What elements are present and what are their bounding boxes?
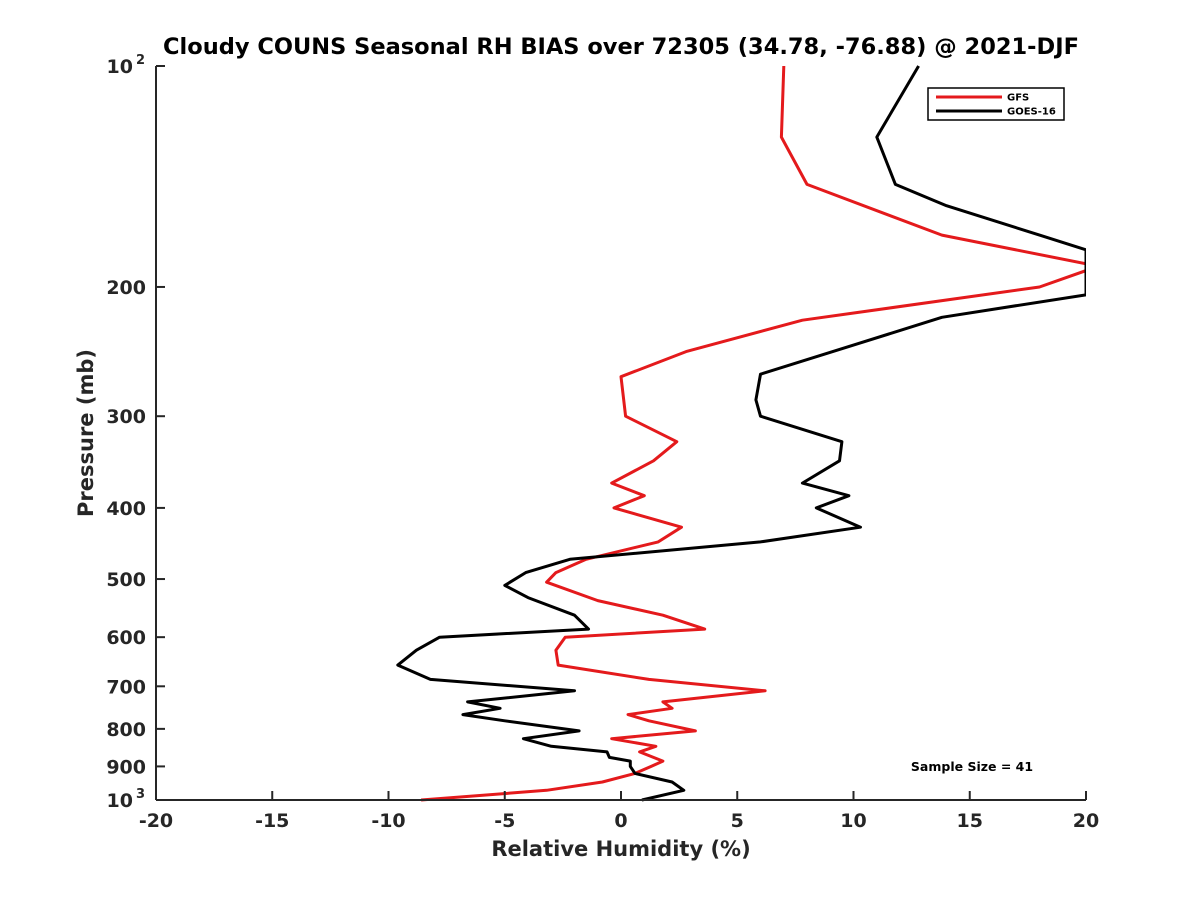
chart-title: Cloudy COUNS Seasonal RH BIAS over 72305… bbox=[163, 34, 1079, 60]
y-tick-label: 400 bbox=[106, 498, 146, 520]
y-tick-label: 200 bbox=[106, 277, 146, 299]
y-axis-label: Pressure (mb) bbox=[74, 349, 98, 517]
x-tick-label: 20 bbox=[1073, 810, 1099, 832]
x-tick-label: 15 bbox=[957, 810, 983, 832]
series-line-1 bbox=[396, 65, 1086, 802]
y-tick-label: 900 bbox=[106, 756, 146, 778]
y-tick-label: 300 bbox=[106, 406, 146, 428]
x-tick-label: -10 bbox=[371, 810, 405, 832]
series-line-0 bbox=[420, 65, 1086, 802]
x-tick-label: -5 bbox=[494, 810, 515, 832]
y-tick-exponent: 2 bbox=[136, 53, 145, 68]
legend-box bbox=[927, 87, 1065, 121]
y-tick-exponent: 3 bbox=[136, 787, 145, 802]
x-tick-label: -20 bbox=[139, 810, 173, 832]
x-tick-label: 5 bbox=[731, 810, 744, 832]
x-tick-label: 10 bbox=[840, 810, 866, 832]
x-tick-label: 0 bbox=[614, 810, 627, 832]
y-tick-label: 800 bbox=[106, 719, 146, 741]
sample-size-annotation: Sample Size = 41 bbox=[911, 759, 1033, 774]
y-tick-label: 10 bbox=[107, 790, 133, 812]
x-axis-label: Relative Humidity (%) bbox=[491, 837, 750, 861]
x-axis-ticks: -20 -15 -10 -5 0 5 10 15 20 bbox=[139, 791, 1099, 832]
y-tick-label: 500 bbox=[106, 569, 146, 591]
legend: GFS GOES-16 bbox=[927, 87, 1065, 121]
plot-lines bbox=[396, 65, 1086, 802]
y-tick-label: 10 bbox=[107, 56, 133, 78]
x-tick-label: -15 bbox=[255, 810, 289, 832]
legend-label: GOES-16 bbox=[1007, 107, 1056, 118]
y-tick-label: 600 bbox=[106, 627, 146, 649]
y-tick-label: 700 bbox=[106, 676, 146, 698]
axes bbox=[155, 66, 1086, 801]
legend-label: GFS bbox=[1007, 93, 1029, 104]
